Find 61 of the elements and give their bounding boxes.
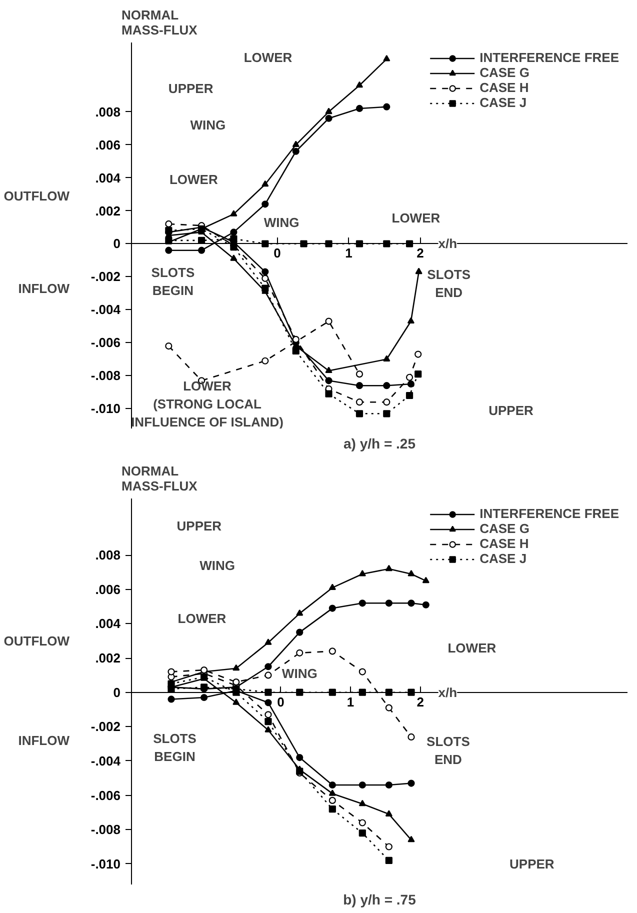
y-tick-label: .006 (95, 582, 121, 597)
y-tick-label: .004 (95, 170, 122, 186)
annotation: SLOTS BEGIN (153, 730, 197, 764)
text: a) y/h = .25 (344, 436, 416, 452)
x-axis-title: x/h (438, 684, 458, 700)
text: OUTFLOW (4, 633, 70, 648)
y-tick-label: -.002 (90, 719, 121, 734)
y-tick-label: -.006 (90, 788, 121, 803)
y-tick-label: -.006 (90, 335, 121, 350)
y-tick-label: 0 (113, 236, 121, 252)
x-axis-title: x/h (438, 236, 458, 252)
annotation: SLOTS BEGIN (151, 265, 195, 298)
legend-label: CASE H (480, 80, 529, 95)
y-tick-label: .002 (95, 203, 121, 218)
annotation: LOWER (392, 210, 441, 226)
y-tick-label: .004 (95, 616, 122, 632)
legend-label: CASE G (480, 521, 530, 536)
text: INFLOW (18, 732, 70, 748)
text: INFLOW (18, 280, 70, 296)
y-tick-label: .008 (95, 104, 121, 120)
text: b) y/h = .75 (343, 892, 416, 908)
y-tick-label: -.010 (90, 401, 121, 416)
annotation: WING (282, 666, 318, 681)
x-tick-label: 1 (346, 694, 354, 710)
annotation: LOWER (244, 50, 293, 65)
y-tick-label: -.004 (90, 753, 122, 768)
annotation: SLOTS END (427, 266, 471, 300)
text: OUTFLOW (4, 188, 70, 204)
legend-label: CASE J (480, 95, 527, 110)
x-tick-label: 1 (345, 246, 352, 261)
y-tick-label: .008 (95, 548, 121, 563)
annotation: LOWER (169, 172, 218, 187)
legend-label: INTERFERENCE FREE (480, 506, 619, 521)
annotation: UPPER (510, 856, 555, 872)
annotation: UPPER (488, 402, 534, 418)
annotation: LOWER (178, 611, 227, 626)
y-tick-label: -.010 (90, 856, 121, 872)
y-tick-label: .002 (95, 650, 121, 666)
annotation: UPPER (168, 81, 214, 96)
y-axis-title: NORMAL MASS-FLUX (122, 8, 198, 38)
legend-label: INTERFERENCE FREE (480, 50, 619, 65)
annotation: WING (190, 117, 226, 132)
x-tick-label: 0 (277, 694, 284, 710)
y-axis-title: NORMAL MASS-FLUX (122, 464, 198, 494)
y-tick-label: -.002 (90, 269, 121, 284)
legend-label: CASE G (480, 65, 530, 80)
x-tick-label: 2 (416, 246, 424, 261)
annotation: UPPER (176, 518, 222, 534)
x-tick-label: 2 (416, 694, 424, 710)
annotation: WING (264, 214, 300, 230)
y-tick-label: 0 (113, 684, 121, 700)
annotation: WING (200, 558, 236, 573)
x-tick-label: 0 (274, 246, 281, 261)
legend-label: CASE J (480, 551, 527, 566)
legend-label: CASE H (480, 536, 529, 551)
y-tick-label: .006 (95, 137, 121, 152)
y-tick-label: -.008 (90, 368, 121, 384)
y-tick-label: -.008 (90, 822, 121, 838)
annotation: SLOTS END (426, 734, 470, 768)
annotation: LOWER (448, 640, 497, 656)
y-tick-label: -.004 (90, 302, 122, 318)
